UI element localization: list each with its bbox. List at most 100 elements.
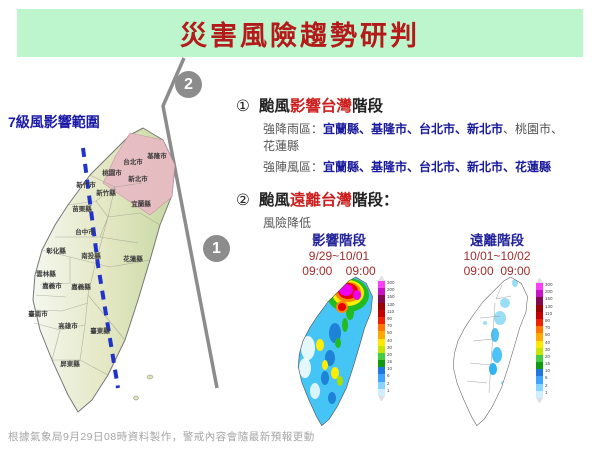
impact-stage-heading: ① 颱風影響台灣階段 [236,94,598,116]
colorbar-segment: 15 [378,360,392,368]
county-label: 高雄市 [58,323,78,330]
heavy-rain-label: 強降雨區： [263,122,324,136]
heavy-rain-areas: 強降雨區：宜蘭縣、基隆市、台北市、新北市、桃園市、 花蓮縣 [236,121,598,155]
county-label: 新北市 [128,176,148,183]
colorbar-tick-label: 150 [387,294,395,300]
depart-map-colorbar: 300 200 150 130 110 90 70 50 40 30 20 15 10 6 2 1 [536,278,553,403]
page-title: 災害風險趨勢研判 [180,20,420,51]
county-labels: 基隆市 台北市 新北市 桃園市 新竹市 新竹縣 宜蘭縣 苗栗縣 台中市 彰化縣 南投縣 花蓮縣 雲林縣嘉… [0,125,230,435]
colorbar-segment: 15 [536,362,550,370]
impact-stage-times: 09:00 09:00 [302,264,376,278]
colorbar-tick-label: 6 [545,375,548,381]
taiwan-map [32,127,176,413]
colorbar-segment: 200 [378,288,395,296]
colorbar-segment: 40 [378,338,392,346]
source-caption: 根據氣象局9月29日08時資料製作，警戒內容會隨最新預報更動 [8,431,315,443]
colorbar-segment: 90 [378,316,392,325]
depart-rainfall-map [452,276,528,427]
colorbar-segment: 50 [536,333,550,341]
county-label: 新竹縣 [96,190,116,197]
header-banner: 災害風險趨勢研判 [17,9,583,57]
depart-stage-title: 遠離階段 [470,233,524,248]
colorbar-segment: 10 [536,369,550,377]
county-label: 苗栗縣 [72,206,92,213]
number-2-circle-icon: ② [236,192,250,210]
colorbar-segment: 10 [378,367,392,375]
colorbar-tick-label: 130 [545,303,553,309]
colorbar-tick-label: 20 [387,351,393,357]
depart-stage-dates: 10/01~10/02 [463,249,531,263]
colorbar-segment: 20 [536,354,550,363]
impact-heading-highlight: 影響台灣 [289,98,352,115]
colorbar-tick-label: 70 [545,325,551,331]
colorbar-tick-label: 90 [545,317,551,323]
colorbar-segment: 30 [536,347,550,355]
colorbar-segment: 130 [378,302,395,310]
county-label: 彰化縣 [46,248,66,255]
county-label: 雲林縣 [36,271,56,278]
strong-gust-counties-blue: 宜蘭縣、基隆市、台北市、新北市、花蓮縣 [323,159,552,174]
county-label: 嘉義縣 [71,284,91,291]
colorbar-segment: 90 [536,318,550,327]
colorbar-segment: 70 [536,326,550,334]
depart-heading-highlight: 遠離台灣 [289,192,352,210]
colorbar-tick-label: 2 [387,380,390,386]
heavy-rain-counties-wrap: 花蓮縣 [263,138,300,153]
colorbar-tick-label: 30 [545,346,551,352]
colorbar-segment: 200 [536,290,553,298]
colorbar-segment: 30 [378,345,392,353]
colorbar-tick-label: 200 [387,287,395,293]
taiwan-island [32,127,176,413]
county-label: 桃園市 [102,170,122,177]
colorbar-tick-label: 6 [387,373,390,379]
colorbar-tick-label: 50 [545,332,551,338]
colorbar-tick-label: 15 [545,361,551,367]
colorbar-segment: 70 [378,324,392,332]
county-label: 臺東縣 [90,328,110,335]
wind-range-label: 7級風影響範圍 [8,114,100,130]
colorbar-tick-label: 1 [545,389,548,395]
colorbar-tick-label: 1 [387,387,390,393]
county-boundaries [33,174,161,376]
impact-stage-column-header: 影響階段 9/29~10/01 09:00 09:00 [264,229,414,279]
heavy-rain-counties-blue: 宜蘭縣、基隆市、台北市、新北市 [323,122,504,136]
colorbar-tick-label: 90 [387,315,393,321]
colorbar-tick-label: 40 [387,337,393,343]
colorbar-tick-label: 10 [387,366,393,372]
track-point-2-badge: 2 [175,71,202,98]
county-label: 花蓮縣 [123,256,143,263]
colorbar-tick-label: 40 [545,339,551,345]
county-label: 台北市 [123,159,143,166]
depart-heading-post: 階段： [351,192,399,210]
number-1-circle-icon: ① [236,98,250,115]
colorbar-tick-label: 300 [387,280,395,285]
colorbar-segment: 6 [378,374,390,382]
depart-heading-pre: 颱風 [258,192,290,210]
colorbar-tick-label: 110 [545,310,553,316]
typhoon-forecast-dashed-path [81,147,120,389]
impact-heading-pre: 颱風 [258,98,290,115]
wind-range-map-panel: 7級風影響範圍 [0,110,232,440]
impact-stage-dates: 9/29~10/01 [308,249,370,263]
county-label: 南投縣 [81,253,101,260]
colorbar-tick-label: 10 [545,368,551,374]
colorbar-segment: 110 [378,309,394,317]
risk-lowered-text: 風險降低 [263,216,312,231]
depart-stage-column-header: 遠離階段 10/01~10/02 09:00 09:00 [422,229,572,279]
islet-green-island [146,374,154,380]
colorbar-tick-label: 70 [387,323,393,329]
colorbar-tick-label: 200 [545,289,553,295]
islet-orchid-island [133,395,139,401]
colorbar-segment: 110 [536,311,552,319]
colorbar-segment: 150 [536,297,553,305]
colorbar-segment: 20 [378,352,392,361]
county-label: 嘉義市 [42,283,62,290]
track-point-1-badge: 1 [203,235,230,262]
colorbar-segment: 40 [536,340,550,348]
depart-stage-times: 09:00 09:00 [463,264,531,278]
impact-heading-post: 階段 [351,98,383,115]
strong-gust-areas: 強陣風區：宜蘭縣、基隆市、台北市、新北市、花蓮縣 [236,159,598,176]
colorbar-tick-label: 30 [387,344,393,350]
colorbar-segment: 1 [536,390,548,398]
